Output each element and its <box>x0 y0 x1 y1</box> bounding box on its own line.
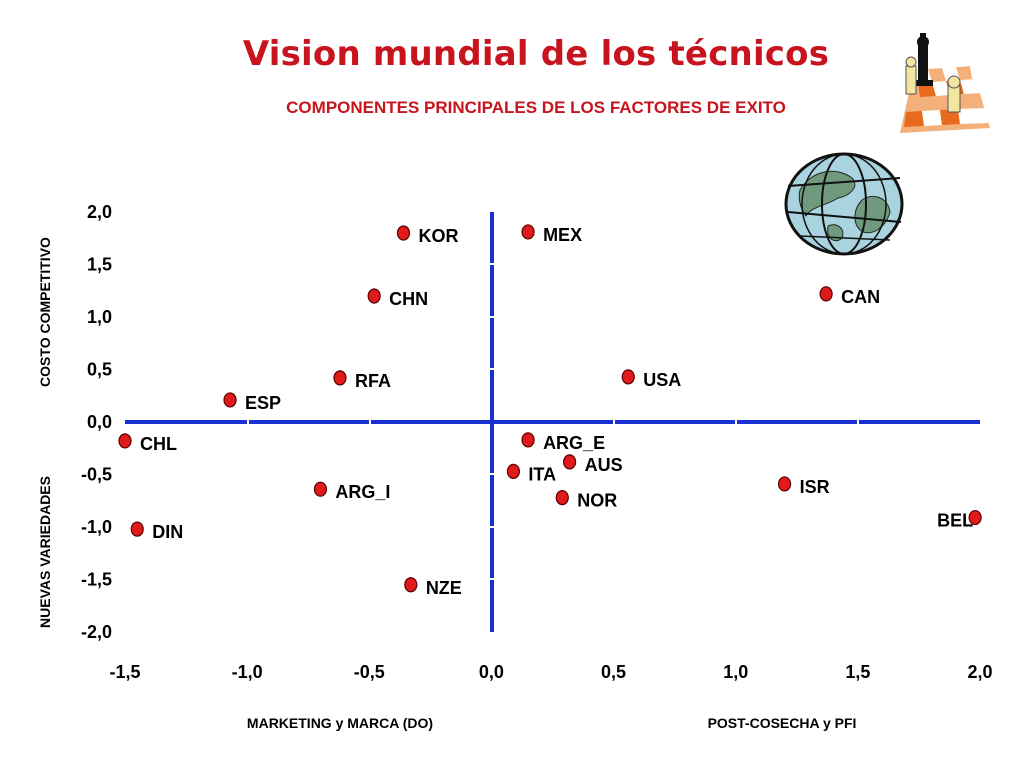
page-subtitle: COMPONENTES PRINCIPALES DE LOS FACTORES … <box>286 98 786 117</box>
x-tick-labels: -1,5 -1,0 -0,5 0,0 0,5 1,0 1,5 2,0 <box>109 662 992 682</box>
data-point-chl <box>118 433 132 449</box>
point-label: ARG_I <box>335 482 390 502</box>
point-label: CHL <box>140 434 177 454</box>
x-axis-label-right: POST-COSECHA y PFI <box>708 715 857 731</box>
y-axis-label-top: COSTO COMPETITIVO <box>37 237 53 387</box>
point-label: BEL <box>937 511 973 531</box>
point-label: DIN <box>152 522 183 542</box>
y-tick-label: -0,5 <box>81 465 112 485</box>
x-tick-label: 1,5 <box>845 662 870 682</box>
point-label: AUS <box>585 455 623 475</box>
x-tick-label: 1,0 <box>723 662 748 682</box>
y-tick-label: 0,0 <box>87 412 112 432</box>
globe-icon <box>784 152 904 256</box>
point-label: CAN <box>841 287 880 307</box>
data-point-din <box>130 521 144 537</box>
point-label: ITA <box>528 464 556 484</box>
y-tick-label: -1,5 <box>81 570 112 590</box>
x-tick-label: 2,0 <box>967 662 992 682</box>
data-point-mex <box>521 224 535 240</box>
y-axis-label-bottom: NUEVAS VARIEDADES <box>37 476 53 628</box>
x-axis-label-left: MARKETING y MARCA (DO) <box>247 715 433 731</box>
y-tick-label: 2,0 <box>87 202 112 222</box>
data-point-can <box>819 286 833 302</box>
data-point-chn <box>367 288 381 304</box>
data-point-esp <box>223 392 237 408</box>
chess-board-icon <box>900 33 990 133</box>
data-point-nor <box>555 490 569 506</box>
data-point-ita <box>506 463 521 479</box>
point-label: RFA <box>355 371 391 391</box>
point-label: NOR <box>577 491 617 511</box>
data-point-arg-e <box>521 432 535 448</box>
data-point-bel <box>968 509 982 526</box>
point-label: ESP <box>245 393 281 413</box>
data-point-aus <box>562 454 577 470</box>
x-axis-line <box>125 418 980 426</box>
page-title: Vision mundial de los técnicos <box>242 34 830 74</box>
x-tick-label: -0,5 <box>354 662 385 682</box>
data-point-usa <box>621 369 635 385</box>
point-label: ARG_E <box>543 433 605 453</box>
y-tick-label: -2,0 <box>81 622 112 642</box>
y-tick-label: 0,5 <box>87 360 112 380</box>
point-label: CHN <box>389 289 428 309</box>
data-point-nze <box>404 577 418 593</box>
x-tick-label: -1,0 <box>232 662 263 682</box>
y-tick-label: -1,0 <box>81 517 112 537</box>
point-label: NZE <box>426 578 462 598</box>
data-point-rfa <box>333 370 347 386</box>
point-label: MEX <box>543 225 582 245</box>
data-point-arg-i <box>313 481 328 497</box>
x-tick-label: 0,5 <box>601 662 626 682</box>
y-tick-label: 1,5 <box>87 255 112 275</box>
point-label: ISR <box>800 477 830 497</box>
x-tick-label: 0,0 <box>479 662 504 682</box>
point-label: KOR <box>418 226 458 246</box>
y-tick-label: 1,0 <box>87 307 112 327</box>
y-tick-labels: 2,0 1,5 1,0 0,5 0,0 -0,5 -1,0 -1,5 -2,0 <box>81 202 112 642</box>
y-axis-line <box>488 212 496 632</box>
data-point-isr <box>777 476 792 492</box>
data-points: KOR MEX CHN CAN RFA USA ESP CHL ARG_E ITA AUS NOR AR… <box>118 224 982 598</box>
data-point-kor <box>396 225 411 241</box>
point-label: USA <box>643 370 681 390</box>
x-tick-label: -1,5 <box>109 662 140 682</box>
